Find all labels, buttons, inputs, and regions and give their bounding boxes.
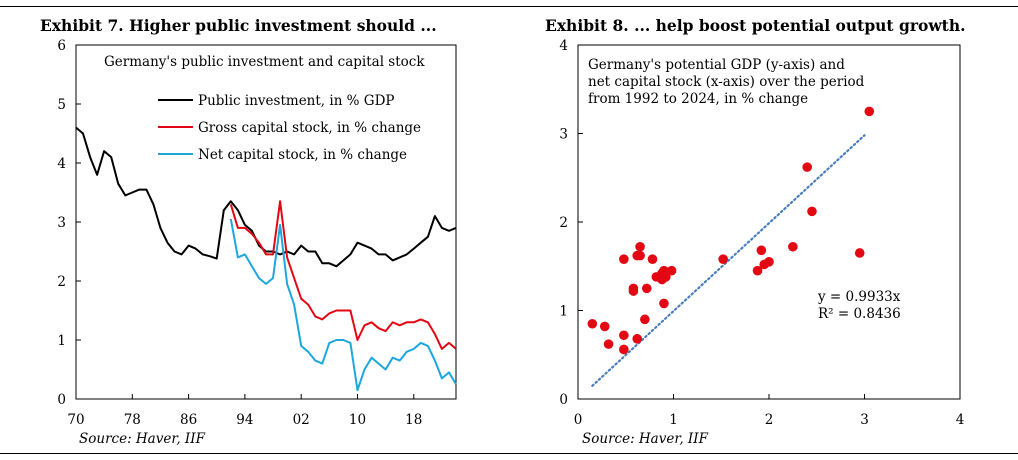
scatter-point (640, 314, 650, 325)
scatter-point (659, 298, 669, 309)
x-tick-label: 10 (349, 412, 366, 428)
legend-label: Net capital stock, in % change (198, 147, 407, 163)
trendline (591, 134, 866, 387)
exhibit7-source: Source: Haver, IIF (79, 431, 205, 447)
scatter-point (635, 241, 645, 252)
x-tick-label: 0 (574, 412, 583, 428)
legend-label: Public investment, in % GDP (198, 93, 395, 109)
exhibit8-title: Exhibit 8. ... help boost potential outp… (545, 16, 966, 35)
scatter-point (666, 265, 677, 276)
y-tick-label: 4 (559, 38, 568, 54)
exhibit8-source: Source: Haver, IIF (582, 431, 708, 447)
scatter-point (603, 339, 614, 349)
x-tick-label: 02 (293, 412, 310, 428)
y-tick-label: 1 (559, 304, 568, 320)
x-tick-label: 4 (956, 412, 965, 428)
y-tick-label: 3 (57, 215, 66, 231)
y-tick-label: 4 (57, 156, 66, 172)
y-tick-label: 0 (57, 392, 66, 408)
series-line-gross-capital-stock (229, 200, 457, 350)
legend-label: Gross capital stock, in % change (198, 120, 421, 136)
exhibit7-title: Exhibit 7. Higher public investment shou… (40, 16, 437, 35)
r-squared-label: R² = 0.8436 (818, 306, 901, 322)
x-tick-label: 18 (405, 412, 422, 428)
scatter-point (864, 106, 875, 117)
y-tick-label: 0 (559, 392, 568, 408)
scatter-point (635, 250, 645, 261)
exhibit8-title-line-1: Germany's potential GDP (y-axis) and (588, 57, 845, 73)
scatter-point (619, 330, 629, 341)
x-tick-label: 1 (669, 412, 678, 428)
exhibit8-title-line-3: from 1992 to 2024, in % change (588, 91, 808, 107)
scatter-point (718, 254, 728, 264)
x-tick-label: 2 (765, 412, 774, 428)
series-line-net-capital-stock (229, 218, 457, 392)
y-tick-label: 2 (57, 274, 66, 290)
scatter-point (807, 206, 817, 217)
regression-equation: y = 0.9933x (817, 289, 901, 305)
x-tick-label: 70 (67, 412, 84, 428)
y-tick-label: 3 (559, 127, 568, 143)
x-tick-label: 3 (860, 412, 869, 428)
series-line-public-investment (75, 126, 457, 268)
x-tick-label: 86 (180, 412, 197, 428)
top-rule (0, 6, 1018, 7)
scatter-point (587, 318, 598, 329)
scatter-point (628, 286, 639, 296)
scatter-point (752, 265, 763, 276)
scatter-point (619, 254, 629, 264)
y-tick-label: 6 (57, 38, 66, 54)
x-tick-label: 78 (124, 412, 141, 428)
scatter-point (619, 344, 629, 355)
scatter-point (599, 321, 610, 332)
scatter-point (788, 241, 798, 252)
y-tick-label: 2 (559, 215, 568, 231)
y-tick-label: 1 (57, 333, 66, 349)
scatter-point (764, 257, 774, 267)
bottom-rule (0, 453, 1018, 454)
scatter-point (854, 248, 865, 258)
exhibit8-title-line-2: net capital stock (x-axis) over the peri… (588, 74, 865, 90)
scatter-point (632, 334, 643, 344)
scatter-point (756, 245, 767, 256)
scatter-point (661, 272, 671, 282)
scatter-point (641, 283, 652, 294)
scatter-point (802, 162, 812, 172)
x-tick-label: 94 (236, 412, 253, 428)
exhibit7-chart-title: Germany's public investment and capital … (104, 54, 425, 70)
y-tick-label: 5 (57, 97, 66, 113)
scatter-point (647, 254, 658, 264)
